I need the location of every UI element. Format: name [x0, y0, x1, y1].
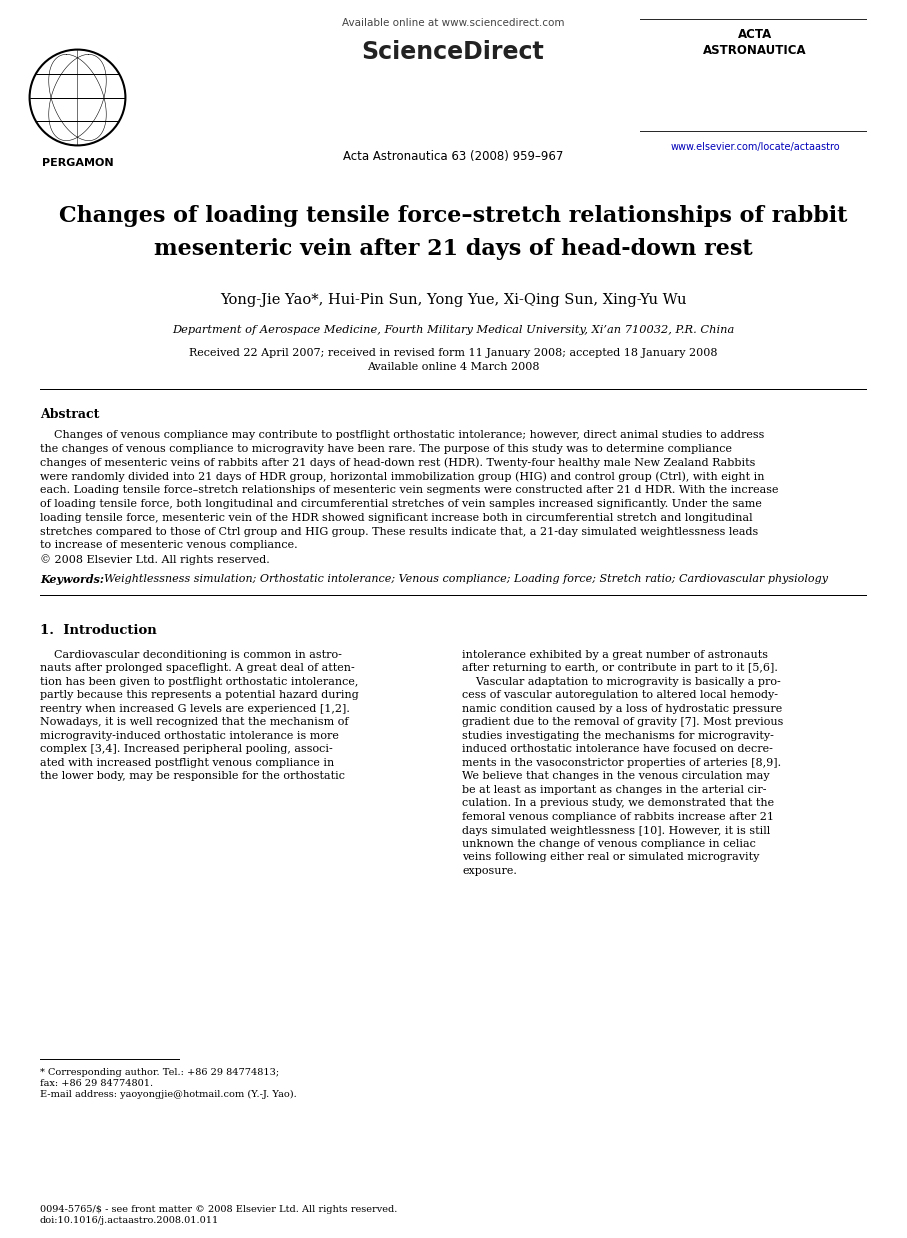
Text: femoral venous compliance of rabbits increase after 21: femoral venous compliance of rabbits inc…	[462, 812, 774, 822]
Text: exposure.: exposure.	[462, 867, 517, 877]
Text: Keywords:: Keywords:	[40, 574, 104, 586]
Text: Yong-Jie Yao*, Hui-Pin Sun, Yong Yue, Xi-Qing Sun, Xing-Yu Wu: Yong-Jie Yao*, Hui-Pin Sun, Yong Yue, Xi…	[219, 293, 687, 307]
Text: were randomly divided into 21 days of HDR group, horizontal immobilization group: were randomly divided into 21 days of HD…	[40, 472, 765, 482]
Text: mesenteric vein after 21 days of head-down rest: mesenteric vein after 21 days of head-do…	[153, 238, 752, 260]
Text: www.elsevier.com/locate/actaastro: www.elsevier.com/locate/actaastro	[670, 142, 840, 152]
Text: be at least as important as changes in the arterial cir-: be at least as important as changes in t…	[462, 785, 766, 795]
Text: Nowadays, it is well recognized that the mechanism of: Nowadays, it is well recognized that the…	[40, 718, 348, 728]
Text: veins following either real or simulated microgravity: veins following either real or simulated…	[462, 853, 759, 863]
Text: unknown the change of venous compliance in celiac: unknown the change of venous compliance …	[462, 839, 756, 849]
Text: ments in the vasoconstrictor properties of arteries [8,9].: ments in the vasoconstrictor properties …	[462, 758, 781, 768]
Text: partly because this represents a potential hazard during: partly because this represents a potenti…	[40, 691, 359, 701]
Text: Available online at www.sciencedirect.com: Available online at www.sciencedirect.co…	[342, 19, 564, 28]
Text: E-mail address: yaoyongjie@hotmail.com (Y.-J. Yao).: E-mail address: yaoyongjie@hotmail.com (…	[40, 1089, 297, 1099]
Text: 0094-5765/$ - see front matter © 2008 Elsevier Ltd. All rights reserved.: 0094-5765/$ - see front matter © 2008 El…	[40, 1205, 397, 1214]
Text: ated with increased postflight venous compliance in: ated with increased postflight venous co…	[40, 758, 335, 768]
Text: each. Loading tensile force–stretch relationships of mesenteric vein segments we: each. Loading tensile force–stretch rela…	[40, 485, 778, 495]
Text: of loading tensile force, both longitudinal and circumferential stretches of vei: of loading tensile force, both longitudi…	[40, 499, 762, 509]
Text: ACTA
ASTRONAUTICA: ACTA ASTRONAUTICA	[703, 28, 807, 57]
Text: nauts after prolonged spaceflight. A great deal of atten-: nauts after prolonged spaceflight. A gre…	[40, 664, 355, 673]
Text: after returning to earth, or contribute in part to it [5,6].: after returning to earth, or contribute …	[462, 664, 778, 673]
Text: PERGAMON: PERGAMON	[43, 158, 113, 168]
Text: * Corresponding author. Tel.: +86 29 84774813;: * Corresponding author. Tel.: +86 29 847…	[40, 1068, 279, 1077]
Text: loading tensile force, mesenteric vein of the HDR showed significant increase bo: loading tensile force, mesenteric vein o…	[40, 513, 753, 522]
Text: Received 22 April 2007; received in revised form 11 January 2008; accepted 18 Ja: Received 22 April 2007; received in revi…	[189, 348, 717, 358]
Text: Vascular adaptation to microgravity is basically a pro-: Vascular adaptation to microgravity is b…	[462, 677, 781, 687]
Text: microgravity-induced orthostatic intolerance is more: microgravity-induced orthostatic intoler…	[40, 730, 339, 742]
Text: © 2008 Elsevier Ltd. All rights reserved.: © 2008 Elsevier Ltd. All rights reserved…	[40, 555, 269, 565]
Text: complex [3,4]. Increased peripheral pooling, associ-: complex [3,4]. Increased peripheral pool…	[40, 744, 333, 754]
Text: the lower body, may be responsible for the orthostatic: the lower body, may be responsible for t…	[40, 771, 345, 781]
Text: Changes of loading tensile force–stretch relationships of rabbit: Changes of loading tensile force–stretch…	[59, 206, 847, 227]
Text: Acta Astronautica 63 (2008) 959–967: Acta Astronautica 63 (2008) 959–967	[343, 150, 563, 163]
Text: Cardiovascular deconditioning is common in astro-: Cardiovascular deconditioning is common …	[40, 650, 342, 660]
Text: ScienceDirect: ScienceDirect	[362, 40, 544, 64]
Text: tion has been given to postflight orthostatic intolerance,: tion has been given to postflight orthos…	[40, 677, 358, 687]
Text: Available online 4 March 2008: Available online 4 March 2008	[366, 361, 540, 371]
Text: namic condition caused by a loss of hydrostatic pressure: namic condition caused by a loss of hydr…	[462, 704, 782, 714]
Text: Changes of venous compliance may contribute to postflight orthostatic intoleranc: Changes of venous compliance may contrib…	[40, 430, 765, 439]
Text: Department of Aerospace Medicine, Fourth Military Medical University, Xi’an 7100: Department of Aerospace Medicine, Fourth…	[171, 326, 734, 335]
Text: culation. In a previous study, we demonstrated that the: culation. In a previous study, we demons…	[462, 799, 775, 808]
Text: intolerance exhibited by a great number of astronauts: intolerance exhibited by a great number …	[462, 650, 768, 660]
Text: stretches compared to those of Ctrl group and HIG group. These results indicate : stretches compared to those of Ctrl grou…	[40, 526, 758, 536]
Text: induced orthostatic intolerance have focused on decre-: induced orthostatic intolerance have foc…	[462, 744, 773, 754]
Text: cess of vascular autoregulation to altered local hemody-: cess of vascular autoregulation to alter…	[462, 691, 778, 701]
Text: changes of mesenteric veins of rabbits after 21 days of head-down rest (HDR). Tw: changes of mesenteric veins of rabbits a…	[40, 458, 756, 468]
Text: doi:10.1016/j.actaastro.2008.01.011: doi:10.1016/j.actaastro.2008.01.011	[40, 1216, 219, 1224]
Text: Weightlessness simulation; Orthostatic intolerance; Venous compliance; Loading f: Weightlessness simulation; Orthostatic i…	[97, 574, 828, 584]
Text: 1.  Introduction: 1. Introduction	[40, 624, 157, 638]
Text: to increase of mesenteric venous compliance.: to increase of mesenteric venous complia…	[40, 541, 297, 551]
Text: fax: +86 29 84774801.: fax: +86 29 84774801.	[40, 1080, 153, 1088]
Text: studies investigating the mechanisms for microgravity-: studies investigating the mechanisms for…	[462, 730, 774, 742]
Text: gradient due to the removal of gravity [7]. Most previous: gradient due to the removal of gravity […	[462, 718, 784, 728]
Text: the changes of venous compliance to microgravity have been rare. The purpose of : the changes of venous compliance to micr…	[40, 443, 732, 454]
Text: days simulated weightlessness [10]. However, it is still: days simulated weightlessness [10]. Howe…	[462, 826, 770, 836]
Text: Abstract: Abstract	[40, 409, 100, 421]
Text: We believe that changes in the venous circulation may: We believe that changes in the venous ci…	[462, 771, 770, 781]
Text: reentry when increased G levels are experienced [1,2].: reentry when increased G levels are expe…	[40, 704, 350, 714]
